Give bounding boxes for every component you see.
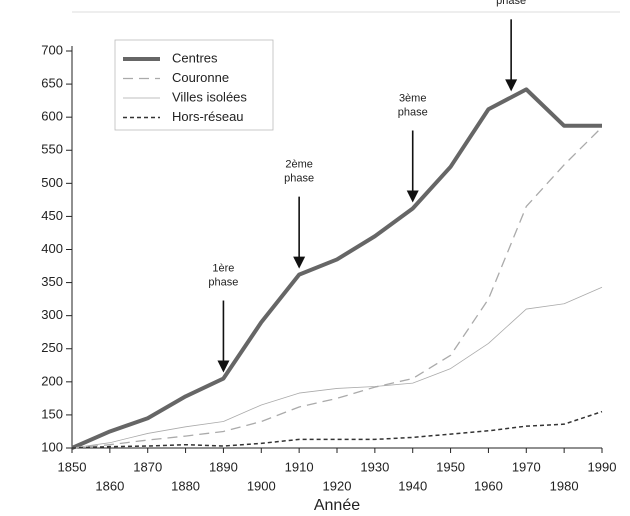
x-tick-label: 1880: [171, 478, 200, 493]
legend-label: Hors-réseau: [172, 109, 244, 124]
annotation-text: phase: [496, 0, 526, 7]
legend-label: Couronne: [172, 70, 229, 85]
y-tick-label: 650: [41, 76, 63, 91]
legend-box: [114, 39, 274, 131]
y-tick-label: 100: [41, 439, 63, 454]
annotation-text: 3ème: [399, 92, 427, 104]
series-line: [71, 410, 603, 449]
y-tick-label: 150: [41, 406, 63, 421]
x-tick-label: 1950: [436, 459, 465, 474]
x-tick-label: 1930: [360, 459, 389, 474]
annotation-arrowhead: [406, 190, 419, 203]
x-tick-label: 1980: [550, 478, 579, 493]
annotation-text: 1ère: [212, 262, 234, 274]
series-line: [71, 87, 602, 450]
x-tick-label: 1990: [588, 459, 617, 474]
y-tick-label: 350: [41, 274, 63, 289]
x-tick-label: 1900: [247, 478, 276, 493]
x-tick-label: 1870: [133, 459, 162, 474]
y-tick-label: 550: [41, 142, 63, 157]
annotation-arrowhead: [505, 79, 518, 92]
legend-label: Villes isolées: [172, 89, 247, 104]
annotation-text: 2ème: [285, 159, 313, 171]
x-tick-label: 1940: [398, 478, 427, 493]
x-tick-label: 1970: [512, 459, 541, 474]
annotation-text: phase: [398, 106, 428, 118]
annotation-arrowhead: [293, 256, 306, 269]
y-tick-label: 600: [41, 109, 63, 124]
x-tick-label: 1860: [95, 478, 124, 493]
series-line: [71, 286, 603, 449]
series-line: [71, 126, 603, 449]
x-tick-label: 1890: [209, 459, 238, 474]
annotation-text: phase: [284, 173, 314, 185]
x-tick-label: 1920: [323, 478, 352, 493]
y-tick-label: 700: [41, 42, 63, 57]
annotation-text: phase: [208, 276, 238, 288]
y-tick-label: 200: [41, 373, 63, 388]
annotation-arrowhead: [217, 360, 230, 373]
x-tick-label: 1850: [58, 459, 87, 474]
y-tick-label: 450: [41, 208, 63, 223]
y-tick-label: 300: [41, 307, 63, 322]
x-axis-title: Année: [314, 497, 360, 514]
y-tick-label: 250: [41, 340, 63, 355]
x-tick-label: 1910: [285, 459, 314, 474]
y-tick-label: 400: [41, 241, 63, 256]
x-tick-label: 1960: [474, 478, 503, 493]
y-tick-label: 500: [41, 175, 63, 190]
legend-label: Centres: [172, 50, 218, 65]
